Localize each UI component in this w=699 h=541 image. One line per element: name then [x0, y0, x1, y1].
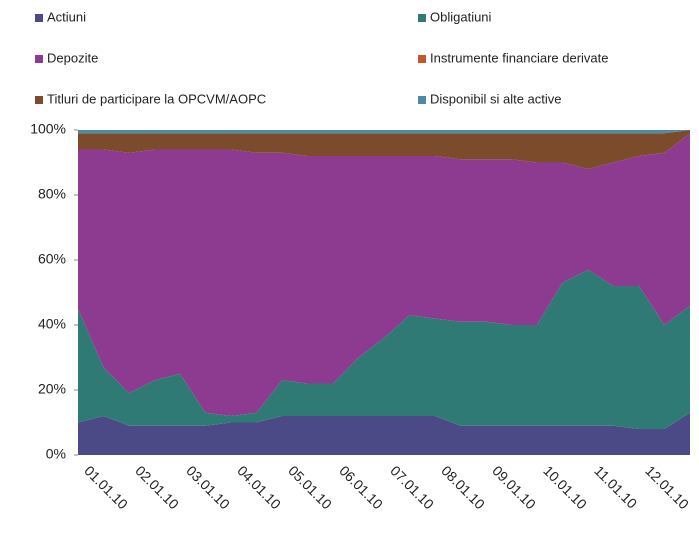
- legend-label: Depozite: [47, 50, 98, 65]
- area: [78, 412, 690, 455]
- y-tick-label: 20%: [38, 381, 66, 397]
- x-tick-label: 02.01.10: [132, 462, 182, 512]
- area: [78, 130, 690, 169]
- x-tick-label: 07.01.10: [387, 462, 437, 512]
- legend-swatch: [418, 55, 426, 63]
- x-tick-label: 01.01.10: [81, 462, 131, 512]
- y-tick-label: 0%: [46, 446, 66, 462]
- legend-swatch: [418, 96, 426, 104]
- area: [78, 130, 690, 134]
- x-tick-label: 04.01.10: [234, 462, 284, 512]
- x-tick-label: 08.01.10: [438, 462, 488, 512]
- x-tick-label: 06.01.10: [336, 462, 386, 512]
- legend-swatch: [35, 14, 43, 22]
- legend: Actiuni Obligatiuni Depozite Instrumente fi…: [35, 9, 608, 106]
- legend-label: Titluri de participare la OPCVM/AOPC: [47, 91, 266, 106]
- area: [78, 133, 690, 416]
- x-tick-label: 12.01.10: [642, 462, 692, 512]
- legend-swatch: [35, 55, 43, 63]
- x-tick-label: 10.01.10: [540, 462, 590, 512]
- legend-label: Instrumente financiare derivate: [430, 50, 608, 65]
- area: [78, 269, 690, 429]
- legend-label: Disponibil si alte active: [430, 91, 562, 106]
- y-tick-label: 60%: [38, 251, 66, 267]
- legend-label: Obligatiuni: [430, 9, 492, 24]
- legend-swatch: [418, 14, 426, 22]
- y-tick-label: 100%: [30, 121, 66, 137]
- legend-swatch: [35, 96, 43, 104]
- y-tick-label: 40%: [38, 316, 66, 332]
- x-tick-label: 05.01.10: [285, 462, 335, 512]
- x-tick-label: 09.01.10: [489, 462, 539, 512]
- x-tick-label: 11.01.10: [591, 462, 640, 511]
- x-tick-label: 03.01.10: [183, 462, 233, 512]
- legend-label: Actiuni: [47, 9, 86, 24]
- y-tick-label: 80%: [38, 186, 66, 202]
